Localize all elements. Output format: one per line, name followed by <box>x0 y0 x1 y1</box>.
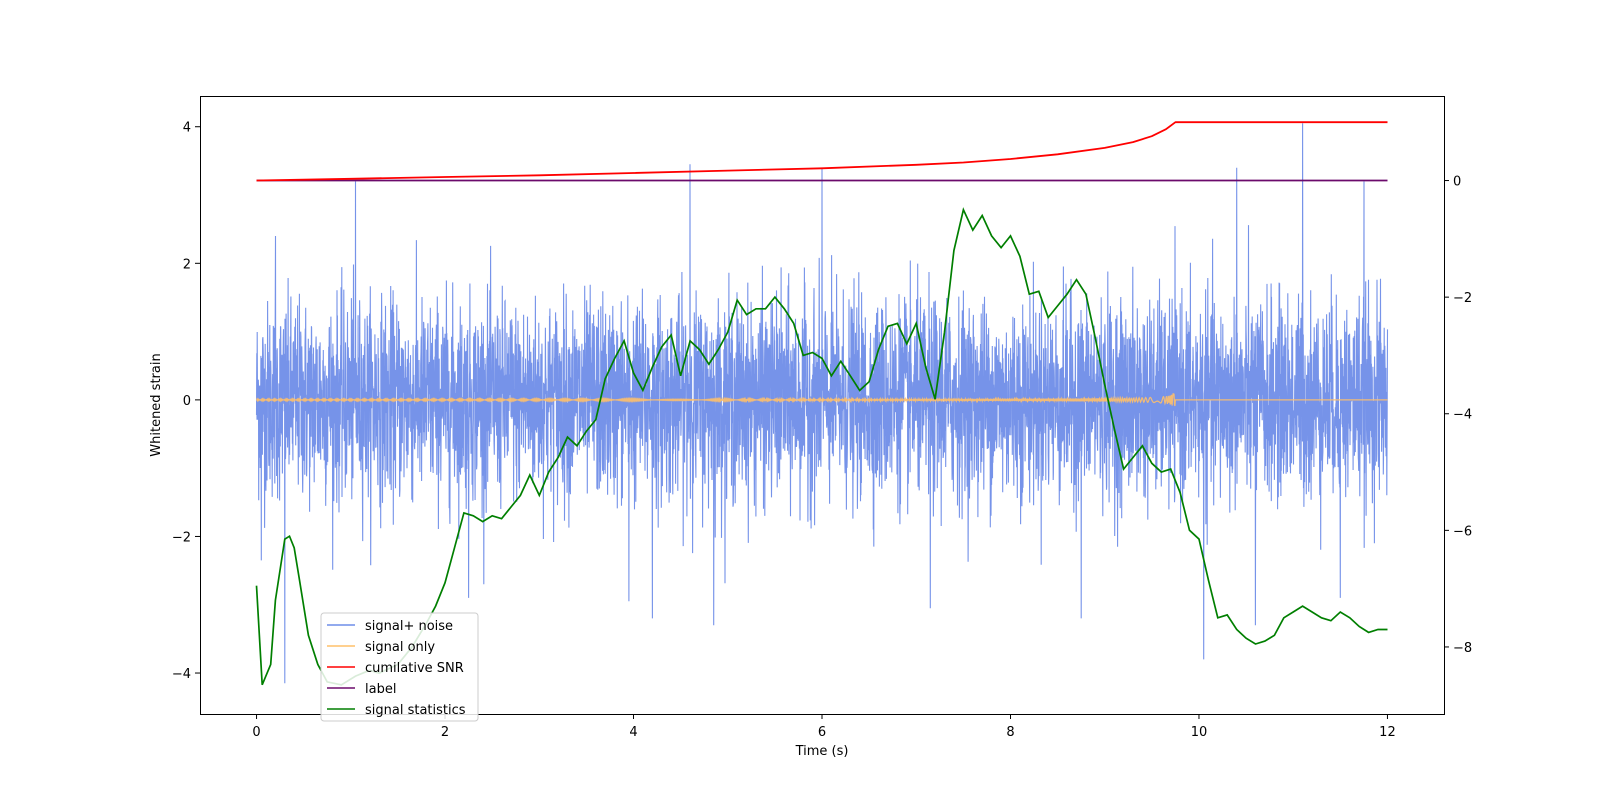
x-tick-label-12: 12 <box>1379 725 1396 740</box>
legend-label-signal-noise: signal+ noise <box>365 619 453 634</box>
y-tick-label-4: 4 <box>183 121 191 136</box>
y2-tick-label-0: −8 <box>1453 641 1472 656</box>
x-axis: 0 2 4 6 8 10 12 <box>252 714 1396 740</box>
legend-label-signal-statistics: signal statistics <box>365 703 466 718</box>
y2-tick-label-1: −6 <box>1453 524 1472 539</box>
legend-label-label: label <box>365 682 396 697</box>
y2-tick-label-2: −4 <box>1453 408 1472 423</box>
y-tick-label-3: 2 <box>183 257 191 272</box>
y-axis-label: Whitened strain <box>149 353 164 456</box>
series-layer <box>255 121 1389 686</box>
y-axis-right: −8 −6 −4 −2 0 <box>1444 175 1472 656</box>
x-tick-label-4: 4 <box>629 725 637 740</box>
x-tick-label-2: 2 <box>441 725 449 740</box>
y-tick-label-0: −4 <box>172 667 191 682</box>
series-signal-only <box>255 393 1388 407</box>
series-signal-statistics <box>255 207 1388 686</box>
legend-label-signal-only: signal only <box>365 640 435 655</box>
y-tick-label-1: −2 <box>172 530 191 545</box>
y2-tick-label-3: −2 <box>1453 291 1472 306</box>
x-axis-label: Time (s) <box>795 744 849 759</box>
x-tick-label-8: 8 <box>1006 725 1014 740</box>
legend-label-cumilative-snr: cumilative SNR <box>365 661 464 676</box>
y2-tick-label-4: 0 <box>1453 175 1461 190</box>
x-tick-label-6: 6 <box>818 725 826 740</box>
series-cumilative-snr <box>256 121 1388 182</box>
x-tick-label-10: 10 <box>1191 725 1208 740</box>
legend-box <box>320 612 479 722</box>
y-axis-left: −4 −2 0 2 4 <box>172 121 200 682</box>
legend: signal+ noise signal only cumilative SNR… <box>320 612 479 722</box>
y-tick-label-2: 0 <box>183 394 191 409</box>
x-tick-label-0: 0 <box>252 725 260 740</box>
